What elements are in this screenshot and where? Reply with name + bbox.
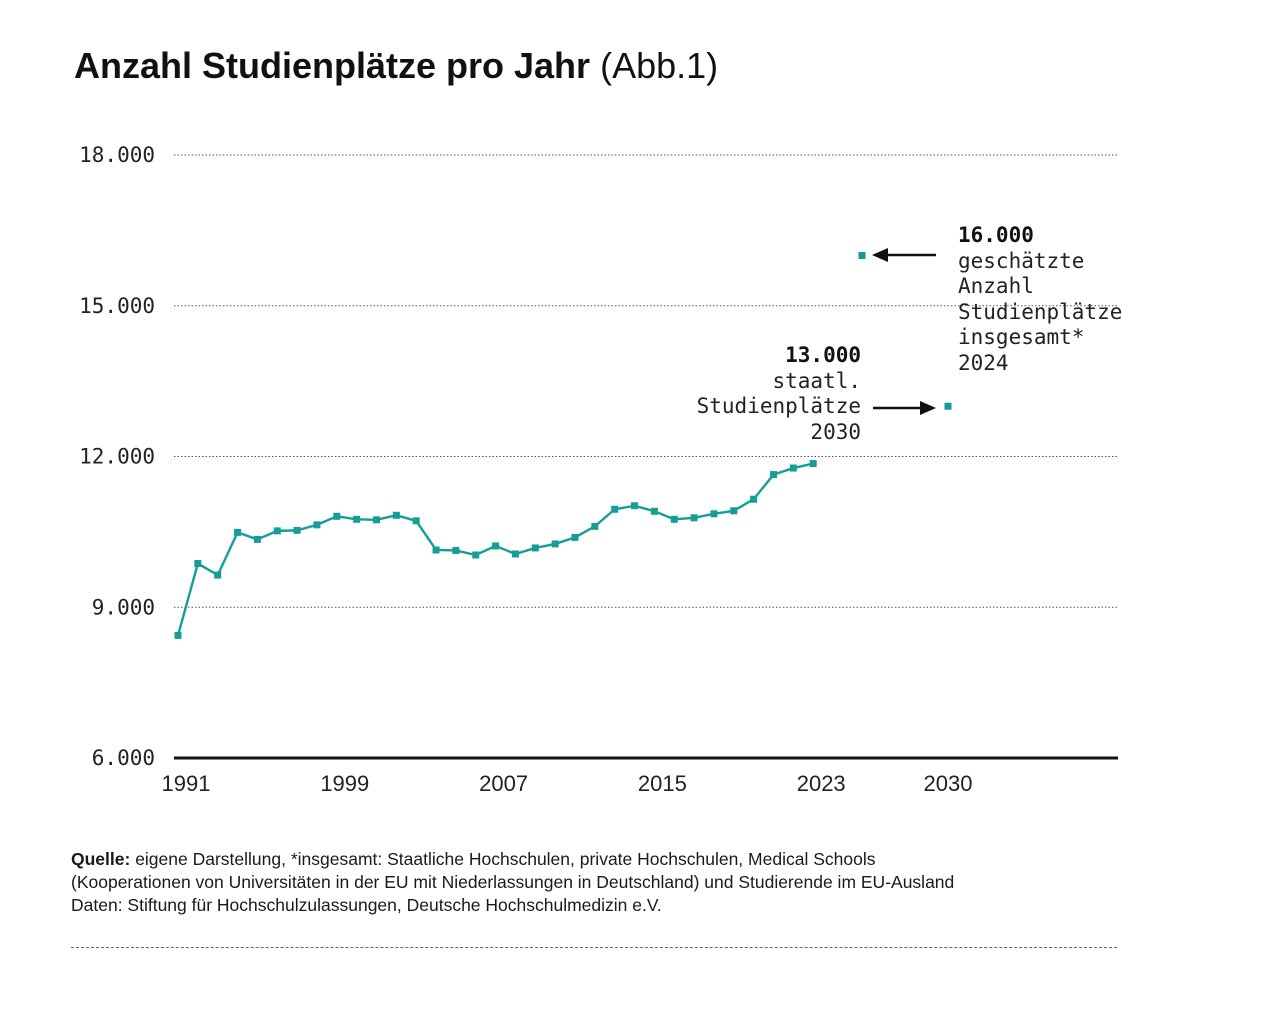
data-point-2003 xyxy=(412,517,420,525)
x-tick-label-1991: 1991 xyxy=(162,771,211,796)
data-point-2021 xyxy=(770,471,777,479)
data-point-2000 xyxy=(353,515,361,523)
annotation-13000-line-3: 2030 xyxy=(810,420,861,444)
arrowhead-16000 xyxy=(872,248,888,262)
data-point-2023 xyxy=(809,460,817,468)
data-point-2001 xyxy=(373,516,380,524)
data-point-2004 xyxy=(432,546,440,554)
data-point-2007 xyxy=(492,542,500,550)
y-tick-label-15000: 15.000 xyxy=(79,294,155,318)
data-point-1999 xyxy=(333,512,341,520)
annotation-13000-line-1: staatl. xyxy=(772,369,861,393)
annotation-16000-line-4: insgesamt* xyxy=(958,325,1084,349)
data-point-2009 xyxy=(531,544,539,552)
data-point-2018 xyxy=(710,510,718,518)
footer-source-label: Quelle: xyxy=(71,849,131,869)
data-point-2005 xyxy=(452,546,460,554)
y-tick-label-18000: 18.000 xyxy=(79,143,155,167)
data-point-1996 xyxy=(273,527,281,535)
data-point-2017 xyxy=(690,514,698,522)
footer-source-text: eigene Darstellung, *insgesamt: Staatlic… xyxy=(130,849,876,869)
data-point-2014 xyxy=(631,502,639,510)
data-point-2010 xyxy=(551,540,559,548)
y-tick-label-6000: 6.000 xyxy=(92,746,155,770)
annotation-16000-value: 16.000 xyxy=(958,223,1034,247)
y-tick-label-9000: 9.000 xyxy=(92,595,155,619)
chart-title-main: Anzahl Studienplätze pro Jahr xyxy=(74,45,591,86)
footer-divider xyxy=(71,947,1117,948)
chart-title-sub: (Abb.1) xyxy=(600,45,719,86)
data-point-2012 xyxy=(591,522,599,530)
grid-lines xyxy=(174,154,1118,760)
y-tick-label-12000: 12.000 xyxy=(79,445,155,469)
data-point-1994 xyxy=(234,528,242,536)
projection-point-13000 xyxy=(944,402,952,410)
data-point-2008 xyxy=(511,550,519,558)
footer: Quelle: eigene Darstellung, *insgesamt: … xyxy=(71,848,1121,917)
annotation-16000-line-1: geschätzte xyxy=(958,249,1084,273)
arrowhead-13000 xyxy=(920,401,936,415)
data-point-1995 xyxy=(253,535,261,543)
footer-line-3: Daten: Stiftung für Hochschulzulassungen… xyxy=(71,895,662,915)
footer-line-2: (Kooperationen von Universitäten in der … xyxy=(71,872,955,892)
x-tick-label-2030: 2030 xyxy=(924,771,973,796)
data-point-1991 xyxy=(174,631,182,639)
x-axis-ticks: 1991 1999 2007 2015 2023 2030 xyxy=(162,771,973,796)
data-point-2016 xyxy=(670,515,678,523)
annotation-16000-line-2: Anzahl xyxy=(958,274,1034,298)
x-tick-label-2015: 2015 xyxy=(638,771,687,796)
chart-title: Anzahl Studienplätze pro Jahr (Abb.1) xyxy=(74,44,718,88)
data-point-1992 xyxy=(194,560,202,568)
data-point-1993 xyxy=(214,571,222,579)
data-point-1997 xyxy=(293,526,301,534)
data-point-2019 xyxy=(730,507,738,515)
annotation-16000-line-5: 2024 xyxy=(958,351,1009,375)
footer-source-line: Quelle: eigene Darstellung, *insgesamt: … xyxy=(71,848,1121,871)
annotation-13000-value: 13.000 xyxy=(785,343,861,367)
data-point-1998 xyxy=(313,521,321,529)
data-point-2011 xyxy=(571,533,579,541)
annotation-16000-line-3: Studienplätze xyxy=(958,300,1122,324)
projection-point-16000 xyxy=(858,252,866,259)
data-point-2015 xyxy=(650,507,658,515)
projection-points xyxy=(858,252,952,410)
data-point-2020 xyxy=(750,495,758,503)
series-line xyxy=(176,462,814,636)
x-tick-label-1999: 1999 xyxy=(320,771,369,796)
line-chart: 6.000 9.000 12.000 15.000 18.000 1991 1999 200… xyxy=(79,143,1123,796)
x-tick-label-2007: 2007 xyxy=(479,771,528,796)
annotations: 16.000 geschätzte Anzahl Studienplätze i… xyxy=(697,223,1123,444)
data-point-2006 xyxy=(472,551,480,559)
annotation-13000-line-2: Studienplätze xyxy=(697,394,861,418)
series-studienplaetze xyxy=(174,460,817,639)
data-point-2022 xyxy=(789,464,797,472)
data-point-2002 xyxy=(392,511,400,519)
data-point-2013 xyxy=(611,505,619,513)
x-tick-label-2023: 2023 xyxy=(797,771,846,796)
y-axis-ticks: 6.000 9.000 12.000 15.000 18.000 xyxy=(79,143,155,770)
